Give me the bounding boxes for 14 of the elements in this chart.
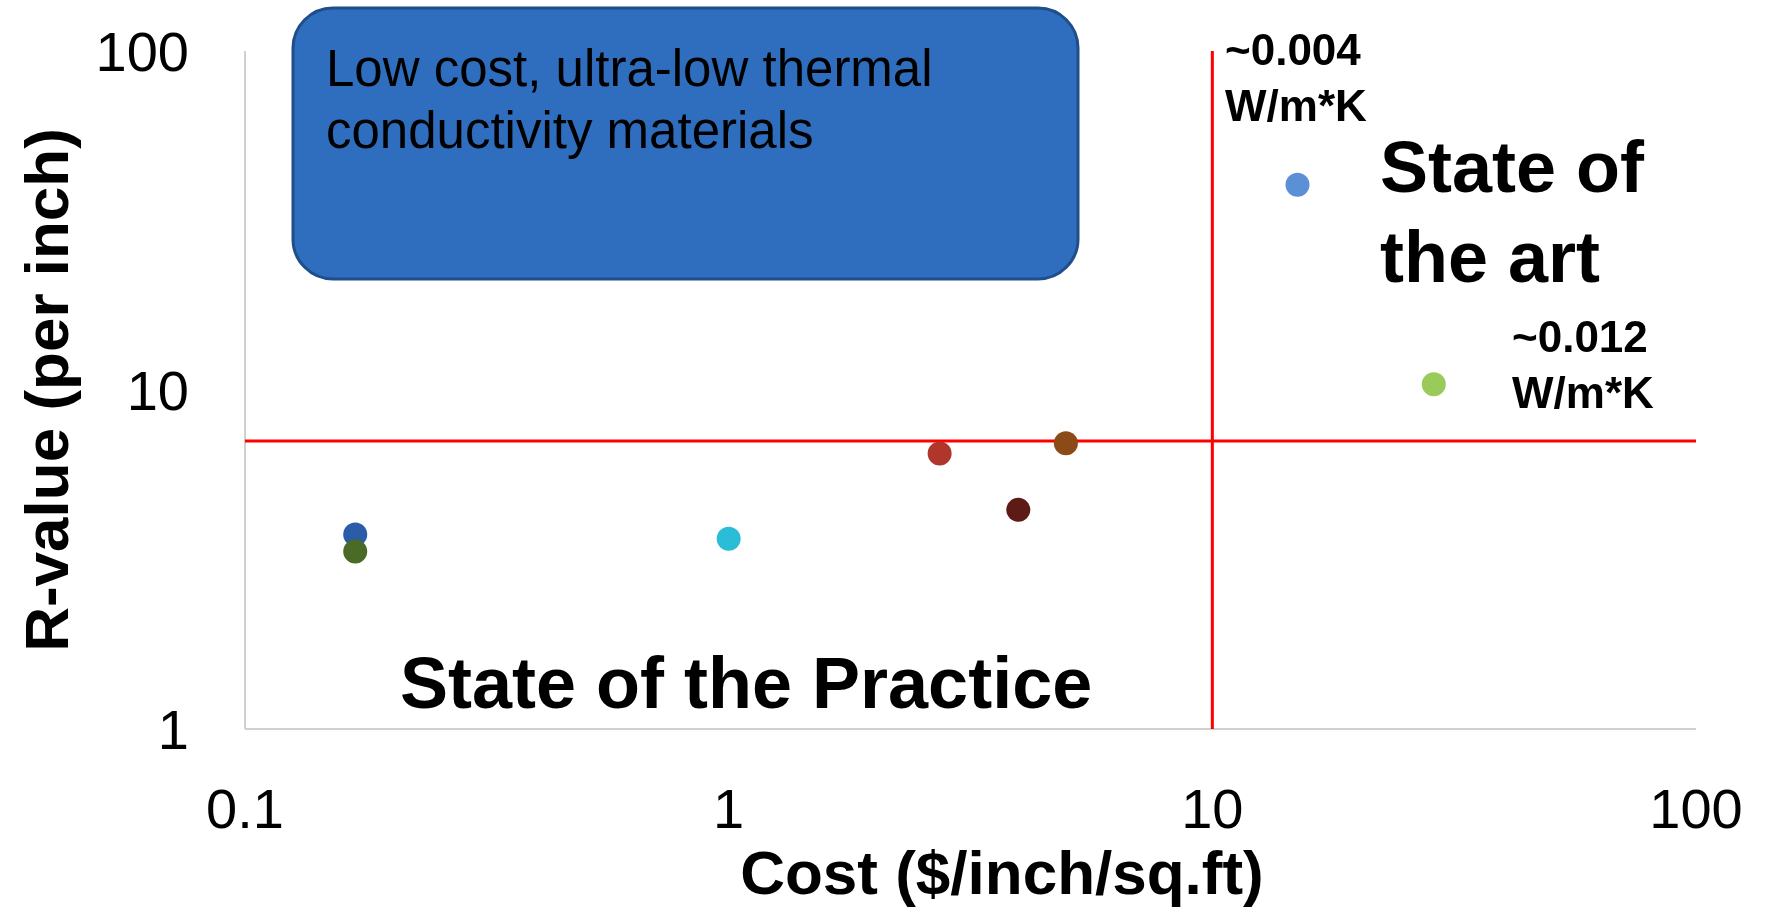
x-axis-title: Cost ($/inch/sq.ft) xyxy=(740,838,1264,907)
annotation: ~0.012 W/m*K xyxy=(1512,312,1654,417)
y-tick-label: 10 xyxy=(126,358,189,422)
x-tick-label: 1 xyxy=(713,777,745,840)
x-tick-label: 0.1 xyxy=(206,777,284,840)
annotation: State of the Practice xyxy=(400,643,1093,723)
y-tick-label: 1 xyxy=(157,697,189,761)
y-tick-label: 100 xyxy=(95,19,189,83)
annotation: ~0.004 W/m*K xyxy=(1225,25,1367,130)
x-tick-label: 10 xyxy=(1181,777,1244,840)
x-tick-label: 100 xyxy=(1649,777,1743,840)
y-axis-title: R-value (per inch) xyxy=(12,128,81,652)
annotation: State of the art xyxy=(1380,127,1646,297)
annotation: Low cost, ultra-low thermal conductivity materials xyxy=(326,40,933,159)
